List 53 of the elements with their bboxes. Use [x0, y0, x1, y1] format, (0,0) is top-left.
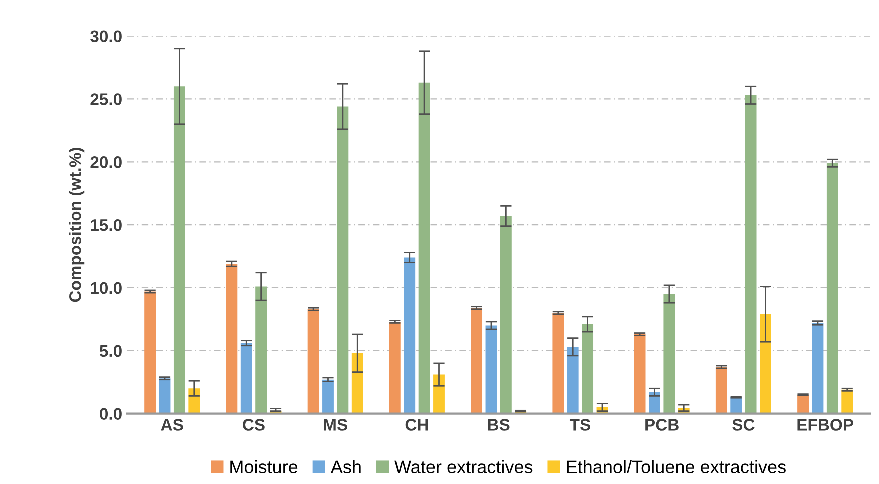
- bar: [418, 82, 430, 414]
- bar: [812, 323, 824, 414]
- bar: [352, 353, 364, 414]
- bar: [842, 390, 854, 414]
- bar: [649, 392, 660, 414]
- bar: [322, 380, 334, 414]
- x-tick-label: TS: [570, 419, 590, 431]
- y-tick-label: 30.0: [90, 30, 122, 43]
- x-tick-label: MS: [324, 419, 348, 431]
- y-tick-label: 25.0: [90, 94, 122, 106]
- y-tick-label: 0.0: [100, 408, 122, 420]
- y-tick-label: 20.0: [90, 156, 122, 168]
- bar: [567, 347, 579, 414]
- y-tick-label: 15.0: [91, 219, 122, 232]
- bar: [226, 264, 238, 414]
- bar: [471, 308, 483, 414]
- bar: [664, 294, 676, 414]
- bar: [240, 343, 252, 414]
- bar: [256, 286, 268, 414]
- x-tick-label: EFBOP: [798, 419, 854, 431]
- x-tick-label: CS: [243, 419, 265, 431]
- x-tick-label: CH: [406, 419, 428, 431]
- legend-label: Water extractives: [394, 460, 533, 474]
- bar: [582, 324, 594, 414]
- legend-label: Moisture: [230, 460, 298, 474]
- bar: [159, 378, 171, 414]
- bar: [486, 326, 498, 414]
- y-axis-title: Composition (wt.%): [69, 148, 85, 302]
- y-tick-label: 5.0: [100, 345, 122, 358]
- bar: [434, 374, 445, 414]
- bar: [404, 258, 416, 414]
- bar: [337, 106, 349, 414]
- x-tick-label: AS: [161, 419, 184, 431]
- bar: [826, 163, 838, 414]
- bar: [188, 388, 200, 414]
- bar: [144, 292, 156, 414]
- x-tick-label: BS: [488, 419, 510, 431]
- bar: [760, 314, 772, 414]
- bar: [389, 322, 401, 414]
- y-tick-label: 10.0: [91, 282, 122, 294]
- bar: [308, 309, 320, 414]
- bar: [552, 313, 564, 414]
- bar: [730, 397, 742, 414]
- bar: [174, 86, 186, 414]
- x-tick-label: PCB: [646, 419, 679, 431]
- legend-label: Ash: [330, 460, 361, 474]
- legend-label: Ethanol/Toluene extractives: [567, 460, 786, 474]
- bar: [745, 95, 757, 414]
- bar: [716, 367, 728, 414]
- bar: [634, 334, 646, 414]
- bar: [500, 216, 512, 414]
- x-tick-label: SC: [732, 419, 755, 431]
- bar: [798, 394, 809, 414]
